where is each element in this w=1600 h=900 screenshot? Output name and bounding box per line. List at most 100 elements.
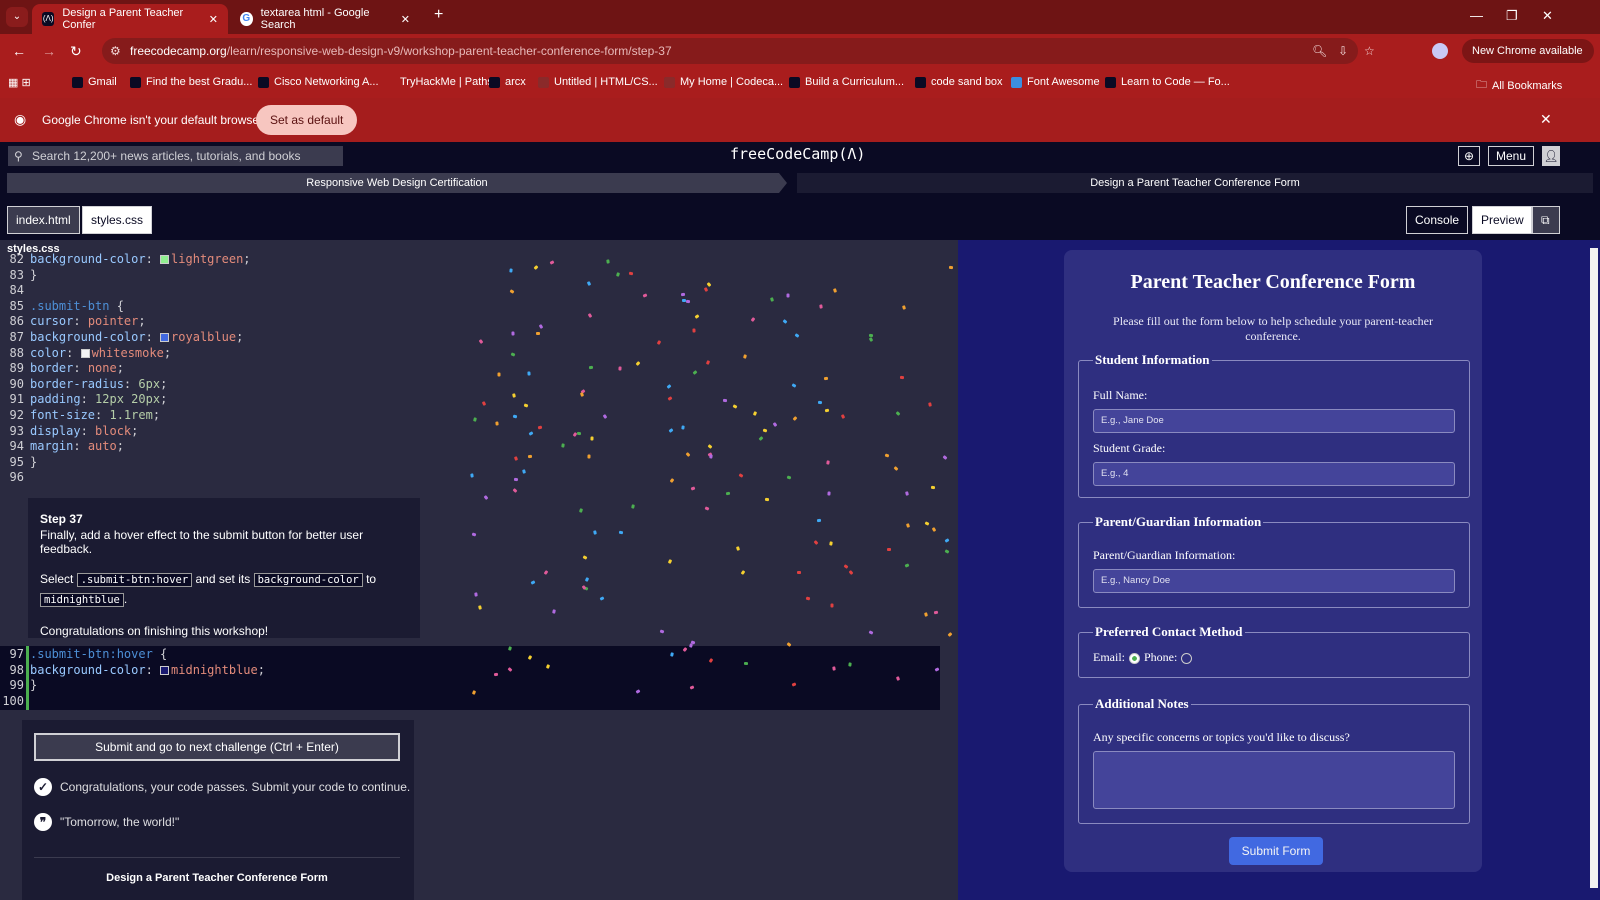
- tab-fcc[interactable]: (Λ) Design a Parent Teacher Confer ✕: [32, 4, 228, 34]
- minimize-icon[interactable]: —: [1470, 8, 1483, 23]
- phone-radio[interactable]: [1181, 652, 1193, 664]
- code-line[interactable]: 82 background-color: lightgreen;: [0, 252, 251, 268]
- code-line[interactable]: 92 font-size: 1.1rem;: [0, 408, 251, 424]
- forward-icon[interactable]: →: [42, 43, 56, 59]
- code-line[interactable]: 99}: [0, 678, 265, 694]
- parent-name-input[interactable]: E.g., Nancy Doe: [1093, 569, 1455, 593]
- close-tab-icon[interactable]: ✕: [208, 13, 218, 26]
- code-line[interactable]: 85 .submit-btn {: [0, 299, 251, 315]
- bookmark-item[interactable]: TryHackMe | Paths: [384, 76, 493, 88]
- grade-input[interactable]: E.g., 4: [1093, 462, 1455, 486]
- confetti-piece: [533, 264, 539, 270]
- notes-label: Any specific concerns or topics you'd li…: [1093, 730, 1350, 744]
- code-line[interactable]: 88 color: whitesmoke;: [0, 346, 251, 362]
- code-lines-bottom[interactable]: 97 .submit-btn:hover {98 background-color…: [0, 647, 265, 709]
- code-line[interactable]: 98 background-color: midnightblue;: [0, 663, 265, 679]
- profile-avatar[interactable]: [1432, 43, 1448, 59]
- confetti-piece: [659, 629, 665, 634]
- close-tab-icon[interactable]: ✕: [400, 13, 410, 26]
- code-text: {: [109, 298, 124, 313]
- set-as-default-button[interactable]: Set as default: [256, 105, 358, 135]
- email-radio[interactable]: [1129, 652, 1140, 664]
- preview-popout-icon[interactable]: ⧉: [1532, 206, 1560, 234]
- code-line[interactable]: 95}: [0, 455, 251, 471]
- restore-icon[interactable]: ❐: [1506, 8, 1518, 23]
- breadcrumb-certification[interactable]: Responsive Web Design Certification: [7, 173, 787, 193]
- user-avatar-icon[interactable]: 👤︎: [1542, 146, 1560, 166]
- code-line[interactable]: 97 .submit-btn:hover {: [0, 647, 265, 663]
- email-label: Email:: [1093, 650, 1125, 664]
- new-tab-button[interactable]: +: [434, 6, 444, 23]
- bookmark-item[interactable]: code sand box: [915, 76, 1003, 88]
- breadcrumb-workshop[interactable]: Design a Parent Teacher Conference Form: [797, 173, 1593, 193]
- tab-search-button[interactable]: ⌄: [6, 7, 28, 27]
- code-line[interactable]: 86 cursor: pointer;: [0, 314, 251, 330]
- bookmark-item[interactable]: Cisco Networking A...: [258, 76, 379, 88]
- confetti-piece: [512, 487, 518, 493]
- code-line[interactable]: 100: [0, 694, 265, 710]
- code-editor[interactable]: styles.css 82 background-color: lightgre…: [0, 240, 958, 900]
- code-line[interactable]: 94 margin: auto;: [0, 439, 251, 455]
- editable-region[interactable]: 97 .submit-btn:hover {98 background-color…: [0, 646, 940, 710]
- confetti-piece: [786, 293, 790, 298]
- code-line[interactable]: 90 border-radius: 6px;: [0, 377, 251, 393]
- confetti-piece: [588, 365, 594, 370]
- bookmark-item[interactable]: My Home | Codeca...: [664, 76, 783, 88]
- conference-form: Parent Teacher Conference Form Please fi…: [1064, 250, 1482, 872]
- code-lines-top[interactable]: 82 background-color: lightgreen; 83} 84 85.…: [0, 252, 251, 486]
- back-icon[interactable]: ←: [12, 43, 26, 59]
- notes-legend: Additional Notes: [1095, 696, 1189, 711]
- line-number: 92: [9, 407, 24, 422]
- menu-button[interactable]: Menu: [1488, 146, 1534, 166]
- submit-form-button[interactable]: Submit Form: [1229, 837, 1323, 865]
- bookmark-item[interactable]: Build a Curriculum...: [789, 76, 904, 88]
- console-button[interactable]: Console: [1406, 206, 1469, 234]
- editable-marker: [26, 646, 29, 710]
- code-line[interactable]: 91 padding: 12px 20px;: [0, 392, 251, 408]
- confetti-piece: [840, 413, 846, 419]
- bookmark-item[interactable]: Untitled | HTML/CS...: [538, 76, 658, 88]
- bookmark-item[interactable]: arcx: [489, 76, 526, 88]
- code-line[interactable]: 84: [0, 283, 251, 299]
- confetti-piece: [786, 475, 792, 480]
- site-info-icon[interactable]: ⚙: [110, 44, 121, 58]
- tab-index-html[interactable]: index.html: [7, 206, 80, 234]
- tab-styles-css[interactable]: styles.css: [82, 206, 153, 234]
- search-input[interactable]: ⚲ Search 12,200+ news articles, tutorials…: [8, 146, 343, 166]
- new-chrome-button[interactable]: New Chrome available ⋮: [1462, 39, 1594, 81]
- apps-icon[interactable]: ▦ ⊞: [8, 77, 31, 89]
- confetti-piece: [470, 473, 474, 479]
- bookmark-gmail[interactable]: Gmail: [72, 76, 117, 88]
- code-line[interactable]: 89 border: none;: [0, 361, 251, 377]
- code-line[interactable]: 87 background-color: royalblue;: [0, 330, 251, 346]
- confetti-piece: [523, 403, 529, 408]
- preview-button[interactable]: Preview: [1472, 206, 1532, 234]
- zoom-icon[interactable]: 🔍︎: [1312, 44, 1328, 58]
- code-property: display: [30, 423, 81, 438]
- bookmark-item[interactable]: Find the best Gradu...: [130, 76, 252, 88]
- bookmark-item[interactable]: Learn to Code — Fo...: [1105, 76, 1230, 88]
- all-bookmarks[interactable]: 🗀 All Bookmarks: [1476, 76, 1562, 95]
- fcc-logo[interactable]: freeCodeCamp(Λ): [730, 145, 866, 163]
- bookmark-item[interactable]: Font Awesome: [1011, 76, 1100, 88]
- close-window-icon[interactable]: ✕: [1542, 8, 1553, 23]
- notes-textarea[interactable]: [1093, 751, 1455, 809]
- confetti-piece: [692, 369, 698, 375]
- confetti-piece: [723, 398, 728, 402]
- address-bar[interactable]: ⚙ freecodecamp.org/learn/responsive-web-…: [102, 38, 1375, 64]
- close-icon[interactable]: ✕: [1540, 111, 1552, 127]
- code-line[interactable]: 83}: [0, 268, 251, 284]
- reload-icon[interactable]: ↻: [70, 43, 82, 59]
- bookmark-star-icon[interactable]: ☆: [1364, 44, 1375, 58]
- code-line[interactable]: 93 display: block;: [0, 424, 251, 440]
- language-globe-icon[interactable]: ⊕: [1458, 146, 1480, 166]
- confetti-piece: [514, 477, 519, 481]
- install-icon[interactable]: ⇩: [1338, 44, 1349, 58]
- code-line[interactable]: 96: [0, 470, 251, 486]
- preview-scrollbar[interactable]: [1590, 248, 1598, 888]
- full-name-input[interactable]: E.g., Jane Doe: [1093, 409, 1455, 433]
- bookmark-label: My Home | Codeca...: [680, 76, 784, 88]
- bookmark-label: Learn to Code — Fo...: [1121, 76, 1230, 88]
- submit-next-challenge-button[interactable]: Submit and go to next challenge (Ctrl + …: [34, 733, 400, 761]
